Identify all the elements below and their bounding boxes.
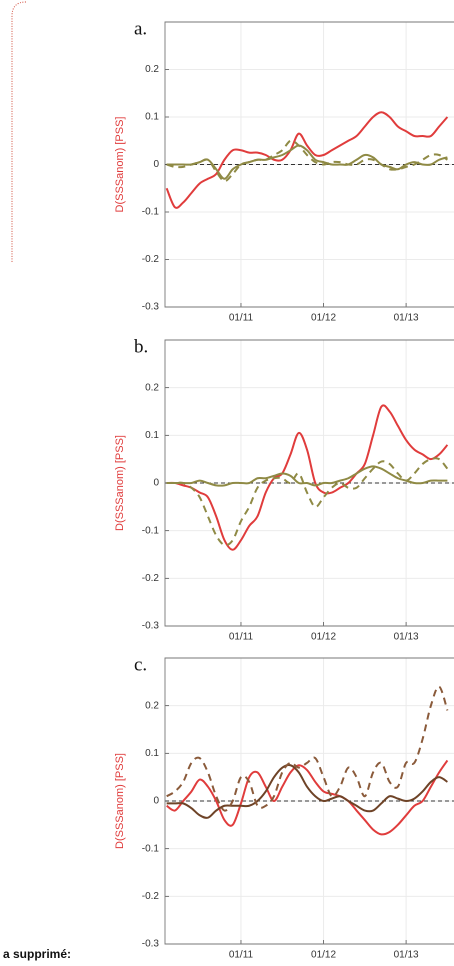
panel-label: c. bbox=[134, 654, 147, 675]
axis-frame bbox=[164, 21, 454, 308]
x-tick-label: 01/12 bbox=[311, 632, 336, 643]
y-tick-label: -0.1 bbox=[142, 207, 160, 218]
y-tick-label: -0.3 bbox=[142, 621, 160, 632]
y-tick-label: -0.1 bbox=[142, 525, 160, 536]
series-line bbox=[166, 685, 449, 812]
x-tick-label: 01/12 bbox=[311, 313, 336, 324]
series-line bbox=[166, 764, 448, 819]
comment-label: a supprimé: bbox=[3, 947, 71, 961]
series-line bbox=[166, 139, 448, 183]
plot-lines bbox=[165, 111, 454, 209]
series-line bbox=[166, 404, 449, 551]
chart-panel: -0.3 -0.2 -0.1 0 0.1 0.2 01/11 01/12 01/13 b. D(SS… bbox=[114, 336, 454, 643]
y-tick-label: -0.3 bbox=[142, 302, 160, 313]
x-tick-label: 01/13 bbox=[394, 950, 419, 961]
chart-panel: -0.3 -0.2 -0.1 0 0.1 0.2 01/11 01/12 01/13 c. D(SS… bbox=[114, 654, 454, 961]
axis-frame bbox=[164, 657, 454, 945]
x-tick-label: 01/13 bbox=[394, 313, 419, 324]
x-tick-label: 01/11 bbox=[229, 313, 254, 324]
y-tick-label: 0 bbox=[153, 796, 159, 807]
plot-lines bbox=[165, 685, 454, 836]
series-line bbox=[166, 465, 448, 487]
y-tick-label: 0.2 bbox=[145, 382, 159, 393]
series-line bbox=[166, 457, 449, 547]
plot-lines bbox=[165, 404, 454, 551]
chart-panel: -0.3 -0.2 -0.1 0 0.1 0.2 01/11 01/12 01/13 a. D(SS… bbox=[114, 18, 454, 324]
comment-border bbox=[11, 1, 27, 262]
y-tick-label: 0.2 bbox=[145, 64, 159, 75]
y-tick-label: 0 bbox=[153, 159, 159, 170]
y-axis-label: D(SSSanom) [PSS] bbox=[114, 435, 126, 531]
y-tick-label: 0 bbox=[153, 478, 159, 489]
x-tick-label: 01/11 bbox=[229, 950, 254, 961]
x-tick-label: 01/11 bbox=[229, 632, 254, 643]
y-tick-label: -0.1 bbox=[142, 843, 160, 854]
y-tick-label: -0.2 bbox=[142, 254, 160, 265]
panel-label: a. bbox=[134, 18, 147, 39]
series-line bbox=[166, 759, 449, 836]
y-tick-label: -0.2 bbox=[142, 891, 160, 902]
y-tick-label: -0.3 bbox=[142, 939, 160, 950]
panel-label: b. bbox=[134, 336, 148, 357]
y-tick-label: 0.1 bbox=[145, 748, 159, 759]
y-tick-label: -0.2 bbox=[142, 573, 160, 584]
y-tick-label: 0.1 bbox=[145, 430, 159, 441]
y-axis-label: D(SSSanom) [PSS] bbox=[114, 753, 126, 849]
y-tick-label: 0.1 bbox=[145, 112, 159, 123]
axis-frame bbox=[164, 339, 454, 627]
series-line bbox=[165, 111, 449, 209]
x-tick-label: 01/12 bbox=[311, 950, 336, 961]
x-tick-label: 01/13 bbox=[394, 632, 419, 643]
y-axis-label: D(SSSanom) [PSS] bbox=[114, 117, 126, 213]
y-tick-label: 0.2 bbox=[145, 700, 159, 711]
